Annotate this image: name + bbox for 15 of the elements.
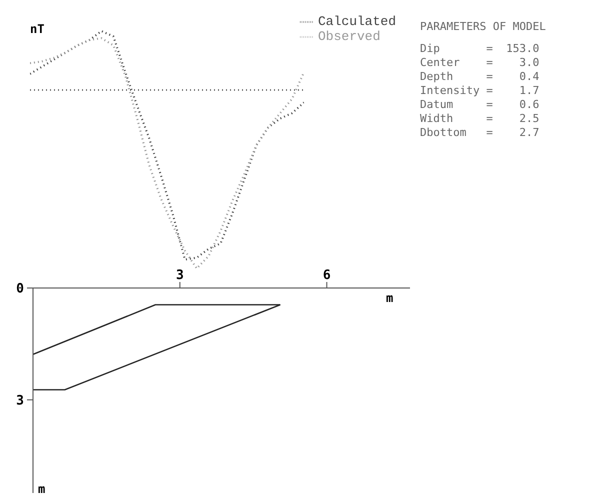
text: Dip = 153.0	[420, 42, 540, 56]
y-axis-title: m	[38, 482, 46, 496]
text: Width = 2.5	[420, 112, 540, 126]
text: Center = 3.0	[420, 56, 540, 70]
y-tick-label: 0	[16, 282, 24, 297]
legend-label: Observed	[318, 29, 380, 44]
x-axis-title: m	[386, 291, 394, 305]
y-axis-title: nT	[30, 22, 44, 36]
text: PARAMETERS OF MODEL	[420, 20, 546, 34]
x-tick-label: 6	[322, 268, 331, 283]
legend-label: Calculated	[318, 14, 396, 29]
text: Datum = 0.6	[420, 98, 540, 112]
text: Depth = 0.4	[420, 70, 540, 84]
text: Dbottom = 2.7	[420, 126, 540, 140]
text: Intensity = 1.7	[420, 84, 540, 98]
